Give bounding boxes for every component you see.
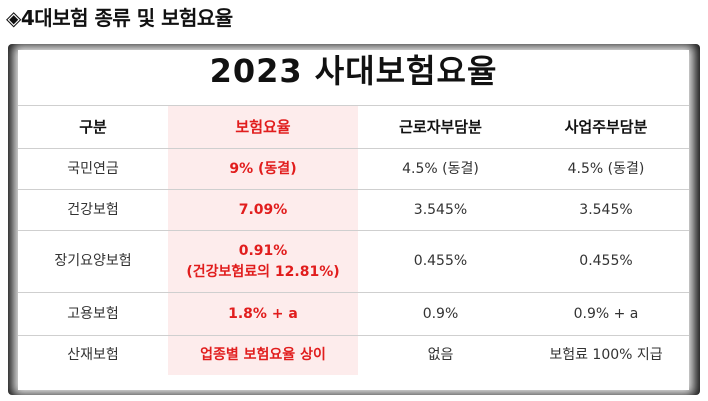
row-category: 장기요양보험 [18,230,168,293]
row-employee-share: 0.455% [358,230,523,293]
row-rate-cell: 0.91% (건강보험료의 12.81%) [168,230,358,293]
row-category: 산재보험 [18,335,168,375]
row-employee-share: 4.5% (동결) [358,148,523,190]
header-rate: 보험요율 [168,105,358,149]
row-employee-share: 3.545% [358,189,523,231]
card-title: 2023 사대보험요율 [209,52,498,90]
table-row: 국민연금 9% (동결) 4.5% (동결) 4.5% (동결) [18,148,689,190]
table-header-row: 구분 보험요율 근로자부담분 사업주부담분 [18,105,689,149]
header-employee-share: 근로자부담분 [358,105,523,149]
row-category: 국민연금 [18,148,168,190]
row-employee-share: 0.9% [358,292,523,336]
header-category: 구분 [18,105,168,149]
row-employer-share: 0.455% [523,230,689,293]
row-employer-share: 4.5% (동결) [523,148,689,190]
row-rate: 업종별 보험요율 상이 [168,335,358,375]
table-row: 고용보험 1.8% + a 0.9% 0.9% + a [18,292,689,336]
row-rate-note: (건강보험료의 12.81%) [186,263,340,280]
row-employer-share: 3.545% [523,189,689,231]
header-employer-share: 사업주부담분 [523,105,689,149]
table-row: 산재보험 업종별 보험요율 상이 없음 보험료 100% 지급 [18,335,689,375]
row-employee-share: 없음 [358,335,523,375]
row-category: 고용보험 [18,292,168,336]
table-row: 건강보험 7.09% 3.545% 3.545% [18,189,689,231]
row-rate: 0.91% [238,242,288,259]
insurance-rate-card: 2023 사대보험요율 구분 보험요율 근로자부담분 사업주부담분 국민연금 9… [18,50,689,390]
table-row: 장기요양보험 0.91% (건강보험료의 12.81%) 0.455% 0.45… [18,230,689,293]
page-heading: ◈4대보험 종류 및 보험요율 [6,6,233,30]
row-employer-share: 보험료 100% 지급 [523,335,689,375]
insurance-rate-table: 구분 보험요율 근로자부담분 사업주부담분 국민연금 9% (동결) 4.5% … [18,105,689,375]
row-rate: 1.8% + a [168,292,358,336]
row-rate: 9% (동결) [168,148,358,190]
row-rate: 7.09% [168,189,358,231]
row-employer-share: 0.9% + a [523,292,689,336]
row-category: 건강보험 [18,189,168,231]
